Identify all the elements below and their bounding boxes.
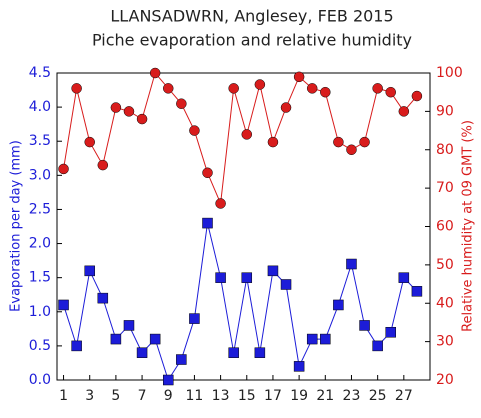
y-tick-label: 2.5 [29,201,51,217]
data-point [385,86,396,98]
data-point [228,347,239,358]
data-point [202,167,213,179]
data-point [293,71,305,83]
y-tick-label: 1.5 [29,270,51,286]
data-point [359,320,370,331]
y-axis-label: Evaporation per day (mm) [9,140,24,312]
data-point [320,86,331,98]
x-tick-label: 13 [212,388,230,404]
x-tick-label: 19 [290,388,308,404]
x-tick-label: 7 [138,388,147,404]
data-point [267,265,279,277]
chart-title: LLANSADWRN, Anglesey, FEB 2015 [110,7,393,26]
data-point [162,83,174,94]
data-point [254,347,266,358]
data-point [58,163,69,175]
data-point [189,313,200,324]
y-tick-label: 4.5 [29,65,51,81]
x-tick-label: 27 [395,388,413,404]
x-tick-label: 23 [343,388,361,404]
x-tick-label: 25 [369,388,387,404]
data-point [215,272,226,283]
data-point [228,83,239,94]
data-point [333,136,344,148]
x-tick-label: 17 [264,388,282,404]
y2-tick-label: 80 [436,142,454,158]
y2-tick-label: 30 [436,334,454,350]
y-tick-label: 0.5 [29,338,51,354]
y-tick-label: 3.5 [29,133,51,149]
y2-tick-label: 100 [436,65,463,81]
data-point [306,83,318,94]
data-point [84,265,95,277]
data-point [241,272,253,283]
y2-tick-label: 60 [436,219,454,235]
data-point [176,354,187,365]
data-point [189,125,200,136]
data-point [333,299,344,311]
x-tick-label: 21 [316,388,334,404]
data-point [136,113,148,125]
y-tick-label: 0.0 [29,372,51,388]
data-point [320,333,331,345]
data-point [136,347,148,358]
data-point [241,129,253,140]
data-point [398,272,410,283]
data-point [97,292,109,304]
data-point [372,340,383,352]
y2-tick-label: 70 [436,180,454,196]
series-line [63,71,418,206]
data-point [110,333,122,345]
y2-tick-label: 50 [436,257,454,273]
data-point [215,198,226,209]
data-point [385,326,396,338]
data-point [71,340,82,352]
y2-tick-label: 20 [436,372,454,388]
data-point [84,136,95,148]
data-point [280,279,292,290]
y-tick-label: 3.0 [29,167,51,183]
y2-tick-label: 40 [436,295,454,311]
x-tick-label: 1 [59,388,68,404]
data-point [58,299,69,311]
data-point [267,136,279,148]
y-tick-label: 2.0 [29,236,51,252]
data-point [149,333,161,345]
series-line [63,222,418,382]
data-point [176,98,187,109]
data-point [293,361,305,372]
chart-subtitle: Piche evaporation and relative humidity [92,31,412,50]
data-point [372,83,383,94]
y-tick-label: 4.0 [29,99,51,115]
data-point [254,79,266,90]
data-point [110,102,122,113]
y2-tick-label: 90 [436,103,454,119]
data-point [411,286,423,297]
data-point [202,217,213,229]
x-tick-label: 15 [238,388,256,404]
data-point [71,83,82,94]
data-point [346,258,357,270]
x-tick-label: 5 [111,388,120,404]
data-point [280,102,292,113]
data-point [97,159,109,171]
data-point [346,144,357,155]
data-point [123,106,135,117]
data-point [359,136,370,148]
data-point [411,90,423,102]
data-point [149,67,161,79]
data-point [398,106,410,117]
y-tick-label: 1.0 [29,304,51,320]
data-point [162,374,174,386]
x-tick-label: 11 [186,388,204,404]
y2-axis-label: Relative humidity at 09 GMT (%) [461,120,476,332]
x-tick-label: 9 [164,388,173,404]
data-point [306,333,318,345]
data-point [123,320,135,331]
x-tick-label: 3 [85,388,94,404]
